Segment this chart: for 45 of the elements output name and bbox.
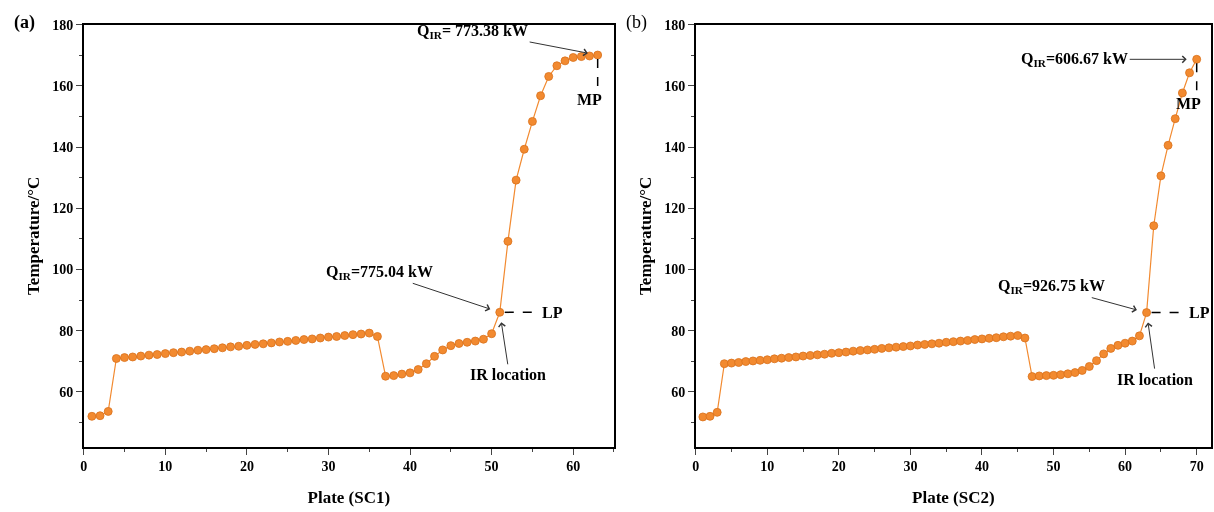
y-tick-label: 140: [52, 140, 74, 156]
x-tick-label: 50: [1046, 459, 1061, 475]
y-tick-label: 100: [664, 262, 686, 278]
y-tick-label: 120: [52, 201, 74, 217]
annotation: Q$_{IR}$= 773.38 kW: [417, 22, 528, 42]
annotation: MP: [1176, 95, 1202, 112]
y-tick-label: 140: [664, 140, 686, 156]
x-axis-title: Plate (SC2): [912, 488, 995, 508]
chart-title: (a): [14, 12, 35, 33]
annotation: LP: [1189, 304, 1210, 321]
y-tick-label: 60: [671, 384, 686, 400]
x-tick-label: 30: [321, 459, 336, 475]
y-axis-title: Temperature/°C: [24, 176, 44, 295]
x-tick-label: 10: [760, 459, 775, 475]
y-tick-label: 80: [671, 323, 686, 339]
annotation: IR location: [470, 366, 547, 383]
x-tick-label: 50: [484, 459, 499, 475]
x-tick-label: 40: [403, 459, 418, 475]
y-tick-label: 120: [664, 201, 686, 217]
x-tick-label: 10: [158, 459, 173, 475]
x-tick-label: 30: [903, 459, 918, 475]
x-tick-label: 20: [831, 459, 846, 475]
annotation: MP: [577, 91, 603, 108]
y-tick-label: 160: [52, 78, 74, 94]
y-tick-label: 100: [52, 262, 74, 278]
x-tick-label: 60: [566, 459, 581, 475]
y-tick-label: 160: [664, 78, 686, 94]
x-tick-label: 70: [1189, 459, 1204, 475]
y-axis-title: Temperature/°C: [636, 176, 656, 295]
y-tick-label: 60: [59, 384, 74, 400]
annotation: Q$_{IR}$=775.04 kW: [326, 263, 433, 283]
annotation: Q$_{IR}$=926.75 kW: [998, 277, 1105, 297]
annotation: LP: [542, 304, 563, 321]
chart-title: (b): [626, 12, 647, 33]
x-tick-label: 40: [974, 459, 989, 475]
x-tick-label: 0: [692, 459, 700, 475]
y-tick-label: 180: [664, 17, 686, 33]
x-tick-label: 20: [239, 459, 254, 475]
x-axis-title: Plate (SC1): [307, 488, 391, 508]
annotation: IR location: [1117, 371, 1194, 388]
x-tick-label: 0: [80, 459, 88, 475]
y-tick-label: 180: [52, 17, 74, 33]
x-tick-label: 60: [1118, 459, 1133, 475]
y-tick-label: 80: [59, 323, 74, 339]
annotation: Q$_{IR}$=606.67 kW: [1021, 50, 1128, 70]
